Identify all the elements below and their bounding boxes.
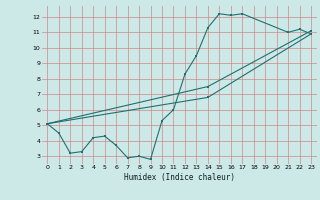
X-axis label: Humidex (Indice chaleur): Humidex (Indice chaleur): [124, 173, 235, 182]
